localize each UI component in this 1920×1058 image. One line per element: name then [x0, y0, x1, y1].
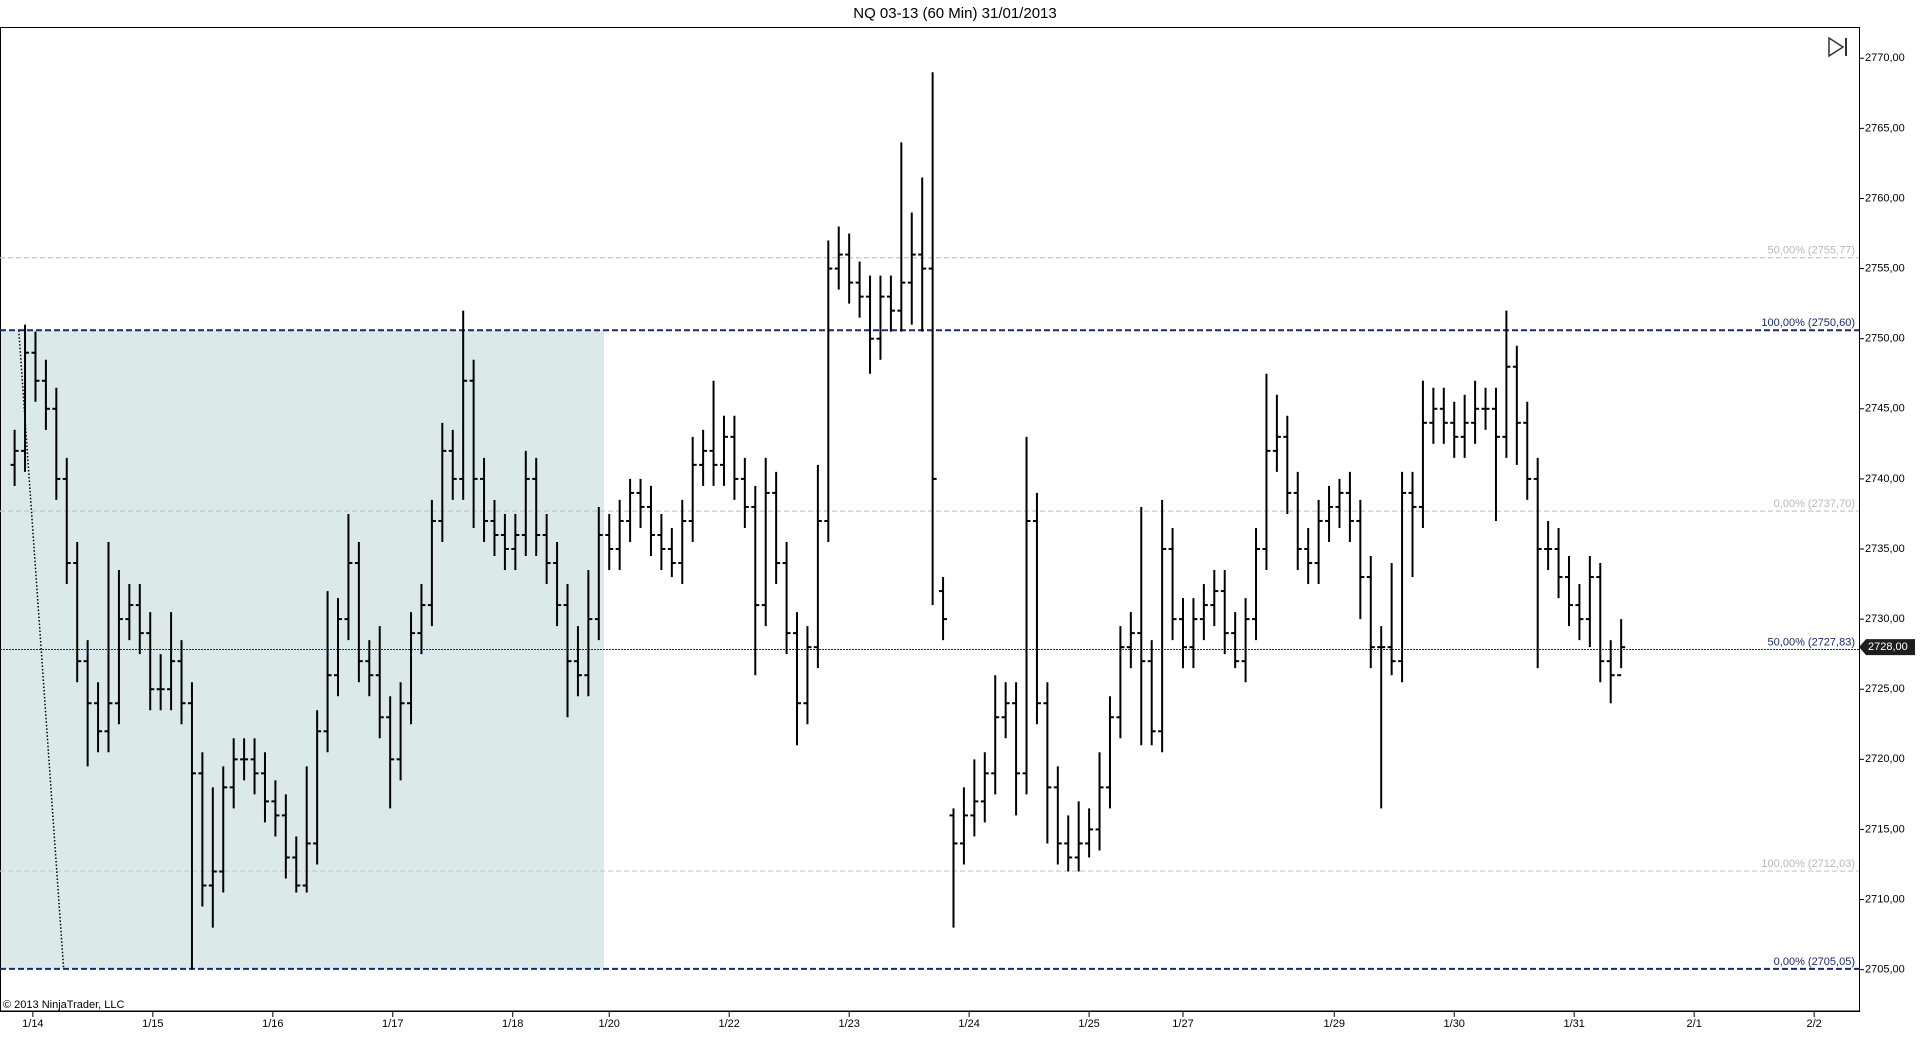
y-tick-label: 2710,00 — [1865, 893, 1905, 905]
y-tick-label: 2725,00 — [1865, 683, 1905, 695]
x-tick-label: 1/29 — [1324, 1018, 1345, 1030]
y-tick-label: 2750,00 — [1865, 333, 1905, 345]
x-tick-label: 1/31 — [1563, 1018, 1584, 1030]
x-tick-label: 1/14 — [22, 1018, 43, 1030]
x-tick-label: 1/16 — [262, 1018, 283, 1030]
copyright: © 2013 NinjaTrader, LLC — [3, 999, 124, 1011]
y-tick-label: 2705,00 — [1865, 964, 1905, 976]
play-icon[interactable] — [1828, 36, 1845, 58]
x-tick-label: 1/20 — [599, 1018, 620, 1030]
fib-level-label: 100,00% (2750,60) — [1761, 317, 1855, 329]
y-tick-label: 2720,00 — [1865, 753, 1905, 765]
fib-level-label: 50,00% (2755,77) — [1768, 245, 1855, 257]
fib-level-label: 50,00% (2727,83) — [1768, 636, 1855, 648]
x-tick-label: 2/1 — [1687, 1018, 1702, 1030]
chart-title: NQ 03-13 (60 Min) 31/01/2013 — [853, 5, 1056, 22]
last-price-label: 2728,00 — [1868, 641, 1908, 653]
x-tick-label: 1/22 — [718, 1018, 739, 1030]
x-tick-label: 1/27 — [1172, 1018, 1193, 1030]
fib-level-label: 0,00% (2737,70) — [1774, 498, 1855, 510]
x-tick-label: 2/2 — [1806, 1018, 1821, 1030]
x-tick-label: 1/25 — [1078, 1018, 1099, 1030]
y-tick-label: 2770,00 — [1865, 52, 1905, 64]
fib-level-label: 100,00% (2712,03) — [1761, 858, 1855, 870]
y-tick-label: 2755,00 — [1865, 262, 1905, 274]
fib-level-label: 0,00% (2705,05) — [1774, 956, 1855, 968]
scroll-end-icon[interactable] — [1828, 36, 1847, 58]
y-tick-label: 2760,00 — [1865, 192, 1905, 204]
x-tick-label: 1/17 — [382, 1018, 403, 1030]
x-tick-label: 1/24 — [958, 1018, 979, 1030]
x-tick-label: 1/18 — [502, 1018, 523, 1030]
x-tick-label: 1/30 — [1444, 1018, 1465, 1030]
x-tick-label: 1/23 — [838, 1018, 859, 1030]
y-tick-label: 2730,00 — [1865, 613, 1905, 625]
x-tick-label: 1/15 — [142, 1018, 163, 1030]
y-tick-label: 2745,00 — [1865, 403, 1905, 415]
y-tick-label: 2765,00 — [1865, 122, 1905, 134]
last-price-marker — [1859, 639, 1915, 656]
y-tick-label: 2740,00 — [1865, 473, 1905, 485]
y-tick-label: 2735,00 — [1865, 543, 1905, 555]
y-tick-label: 2715,00 — [1865, 823, 1905, 835]
